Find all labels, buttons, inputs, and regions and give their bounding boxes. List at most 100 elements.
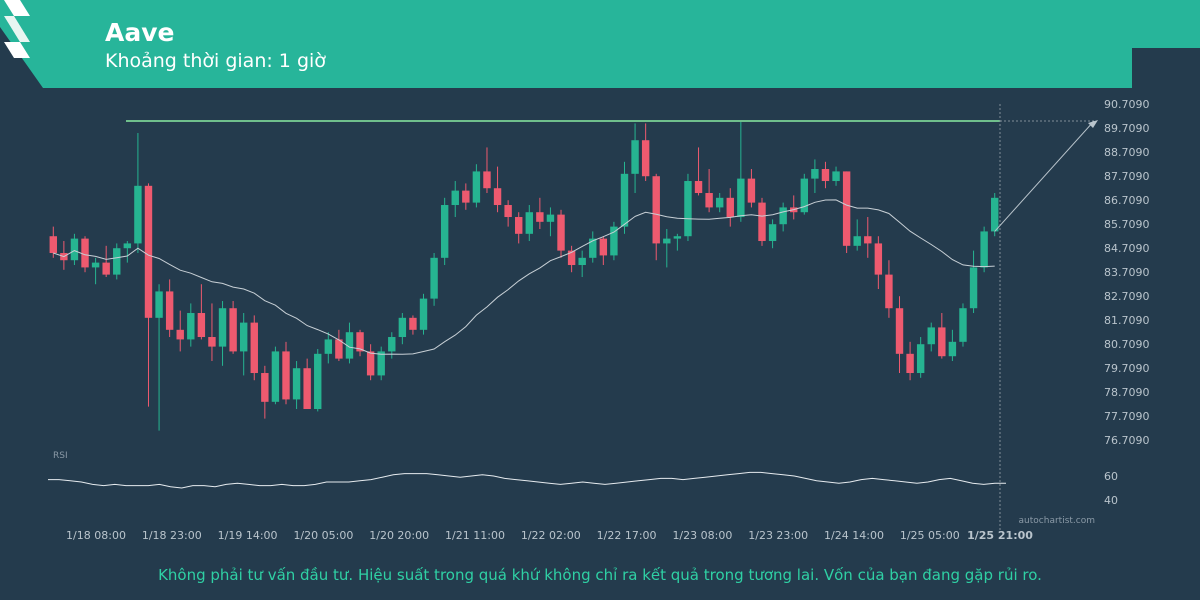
rsi-label: RSI	[53, 451, 68, 461]
candle-body	[81, 238, 89, 268]
candle-body	[239, 322, 248, 352]
time-tick-label: 1/22 02:00	[521, 529, 581, 542]
time-tick-label: 1/20 05:00	[293, 529, 353, 542]
candle-body	[895, 308, 904, 354]
candle-body	[832, 171, 840, 182]
candle-body	[885, 274, 893, 309]
moving-average	[53, 199, 995, 355]
candle-body	[314, 353, 322, 410]
time-axis: 1/18 08:00 1/18 23:00 1/19 14:00 1/20 05:00…	[66, 529, 1033, 542]
candle-body	[134, 185, 142, 244]
candle-body	[430, 257, 438, 299]
candle-body	[208, 337, 216, 347]
candle-body	[927, 327, 935, 345]
candle-body	[631, 140, 639, 174]
time-tick-label: 1/19 14:00	[218, 529, 278, 542]
candle-body	[811, 169, 819, 179]
autochartist-logo-icon	[4, 0, 30, 58]
time-tick-label: 1/25 21:00	[967, 529, 1033, 542]
candle-body	[70, 238, 79, 261]
candle-body	[49, 236, 57, 254]
candle-body	[821, 169, 830, 182]
candle-body	[610, 226, 618, 256]
candle-body	[694, 181, 703, 194]
candle-body	[324, 339, 333, 354]
candle-body	[969, 267, 978, 309]
candle-body	[113, 248, 121, 275]
candle-body	[292, 368, 301, 400]
candle-body	[493, 188, 502, 206]
timeframe-subtitle: Khoảng thời gian: 1 giờ	[105, 50, 326, 72]
candle-body	[388, 337, 396, 352]
disclaimer-text: Không phải tư vấn đầu tư. Hiệu suất tron…	[158, 566, 1042, 584]
candle-body	[377, 351, 385, 376]
candle-body	[197, 313, 206, 338]
candle-body	[737, 178, 745, 218]
candle-body	[916, 344, 925, 374]
candle-body	[335, 339, 343, 359]
candle-body	[991, 197, 999, 232]
candle-body	[842, 171, 851, 246]
candle-body	[525, 212, 533, 234]
price-tick-label: 76.7090	[1104, 434, 1150, 447]
header-background	[0, 0, 1200, 88]
candle-body	[218, 308, 227, 347]
candle-body	[356, 332, 364, 352]
candle-body	[684, 181, 692, 237]
candle-body	[800, 178, 809, 213]
candle-body	[462, 190, 470, 203]
candle-body	[91, 262, 100, 268]
candle-body	[345, 332, 354, 359]
candle-body	[589, 238, 597, 258]
price-tick-label: 83.7090	[1104, 266, 1150, 279]
candle-body	[641, 140, 650, 177]
candle-body	[472, 171, 481, 203]
candle-body	[874, 243, 883, 275]
candle-body	[620, 173, 629, 227]
candle-body	[176, 329, 184, 340]
candle-body	[768, 224, 777, 242]
time-tick-label: 1/22 17:00	[597, 529, 657, 542]
candle-body	[959, 308, 967, 342]
header-banner: Aave Khoảng thời gian: 1 giờ	[0, 0, 1200, 88]
price-tick-label: 78.7090	[1104, 386, 1150, 399]
candle-body	[578, 257, 586, 266]
candle-body	[758, 202, 766, 242]
time-tick-label: 1/23 08:00	[672, 529, 732, 542]
candle-body	[715, 197, 724, 208]
candle-body	[504, 205, 512, 218]
time-tick-label: 1/25 05:00	[900, 529, 960, 542]
candle-body	[398, 317, 407, 338]
candle-body	[980, 231, 988, 268]
price-tick-label: 86.7090	[1104, 194, 1150, 207]
candle-body	[155, 291, 163, 318]
time-tick-label: 1/18 23:00	[142, 529, 202, 542]
candle-body	[948, 341, 957, 357]
candle-body	[546, 214, 555, 222]
candle-body	[663, 238, 671, 244]
price-tick-label: 82.7090	[1104, 290, 1150, 303]
candle-body	[673, 236, 682, 239]
price-tick-label: 85.7090	[1104, 218, 1150, 231]
projection-arrow-head	[1088, 120, 1098, 129]
time-tick-label: 1/20 20:00	[369, 529, 429, 542]
price-tick-label: 90.7090	[1104, 98, 1150, 111]
projection-arrow-line	[994, 120, 1095, 232]
candle-body	[187, 313, 195, 340]
price-tick-label: 81.7090	[1104, 314, 1150, 327]
price-axis: 90.7090 89.7090 88.7090 87.7090 86.7090 85.70…	[1104, 98, 1150, 447]
rsi-line	[48, 471, 1006, 489]
price-tick-label: 80.7090	[1104, 338, 1150, 351]
time-tick-label: 1/24 14:00	[824, 529, 884, 542]
candle-body	[557, 214, 565, 251]
price-tick-label: 89.7090	[1104, 122, 1150, 135]
candle-body	[250, 322, 258, 374]
candle-body	[123, 243, 132, 249]
candle-body	[938, 327, 946, 357]
candle-body	[144, 185, 153, 318]
candle-body	[864, 236, 872, 244]
candle-body	[409, 317, 417, 330]
candle-body	[440, 205, 449, 258]
candle-body	[853, 236, 861, 246]
price-tick-label: 87.7090	[1104, 170, 1150, 183]
